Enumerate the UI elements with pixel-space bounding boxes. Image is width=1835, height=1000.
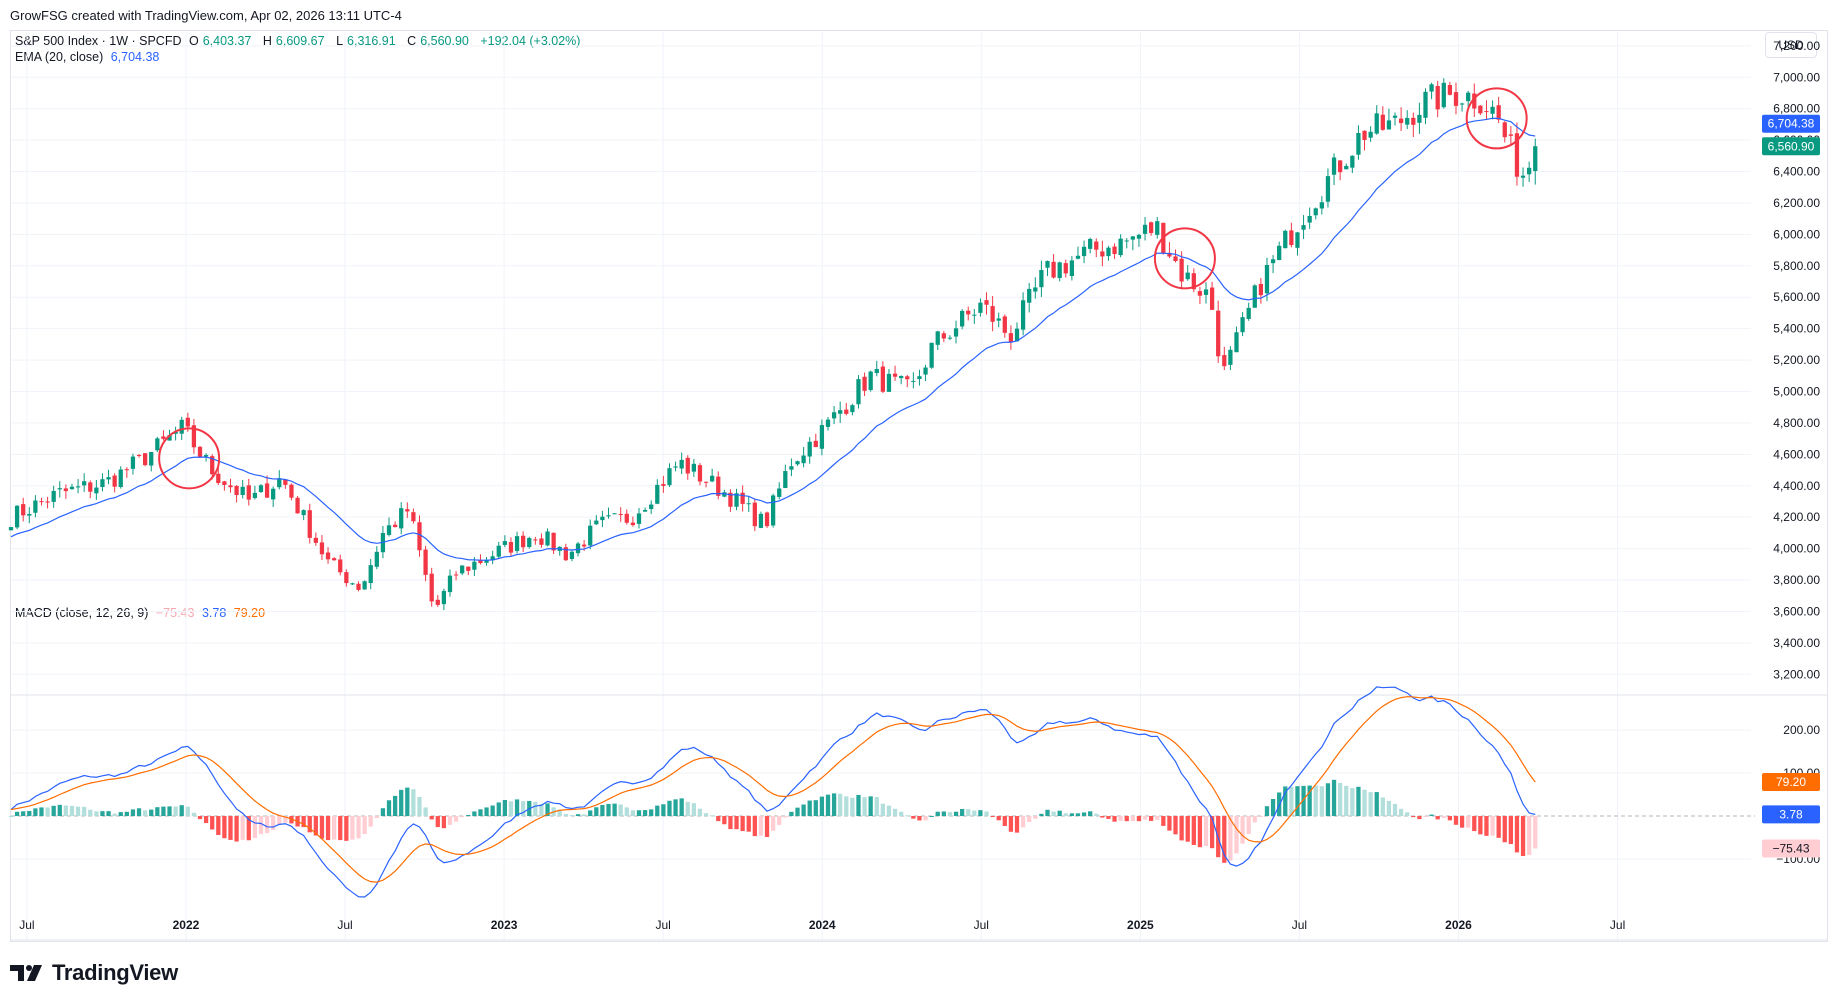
macd-legend: MACD (close, 12, 26, 9) −75.43 3.78 79.2… [15, 606, 269, 620]
macd-hist-value: −75.43 [155, 606, 195, 620]
logo-text: TradingView [52, 960, 178, 985]
currency-button[interactable]: USD [1765, 32, 1817, 58]
macd-line-value: 3.78 [201, 606, 227, 620]
tradingview-logo-icon [10, 965, 42, 981]
ema-label: EMA (20, close) [15, 50, 104, 64]
ema-legend: EMA (20, close) 6,704.38 [15, 50, 163, 64]
ohlc-change: +192.04 (+3.02%) [480, 34, 581, 48]
chart-frame [10, 30, 1828, 942]
macd-signal-value: 79.20 [233, 606, 266, 620]
ohlc-high: H 6,609.67 [262, 34, 325, 48]
symbol-title: S&P 500 Index · 1W · SPCFD [15, 34, 182, 48]
ema-value: 6,704.38 [110, 50, 160, 64]
ohlc-low: L 6,316.91 [336, 34, 396, 48]
macd-label: MACD (close, 12, 26, 9) [15, 606, 149, 620]
ohlc-open: O 6,403.37 [188, 34, 252, 48]
chart-credit: GrowFSG created with TradingView.com, Ap… [10, 8, 402, 23]
tradingview-logo: TradingView [10, 960, 178, 986]
price-legend: S&P 500 Index · 1W · SPCFD O 6,403.37 H 6,… [15, 34, 584, 48]
ohlc-close: C 6,560.90 [407, 34, 469, 48]
